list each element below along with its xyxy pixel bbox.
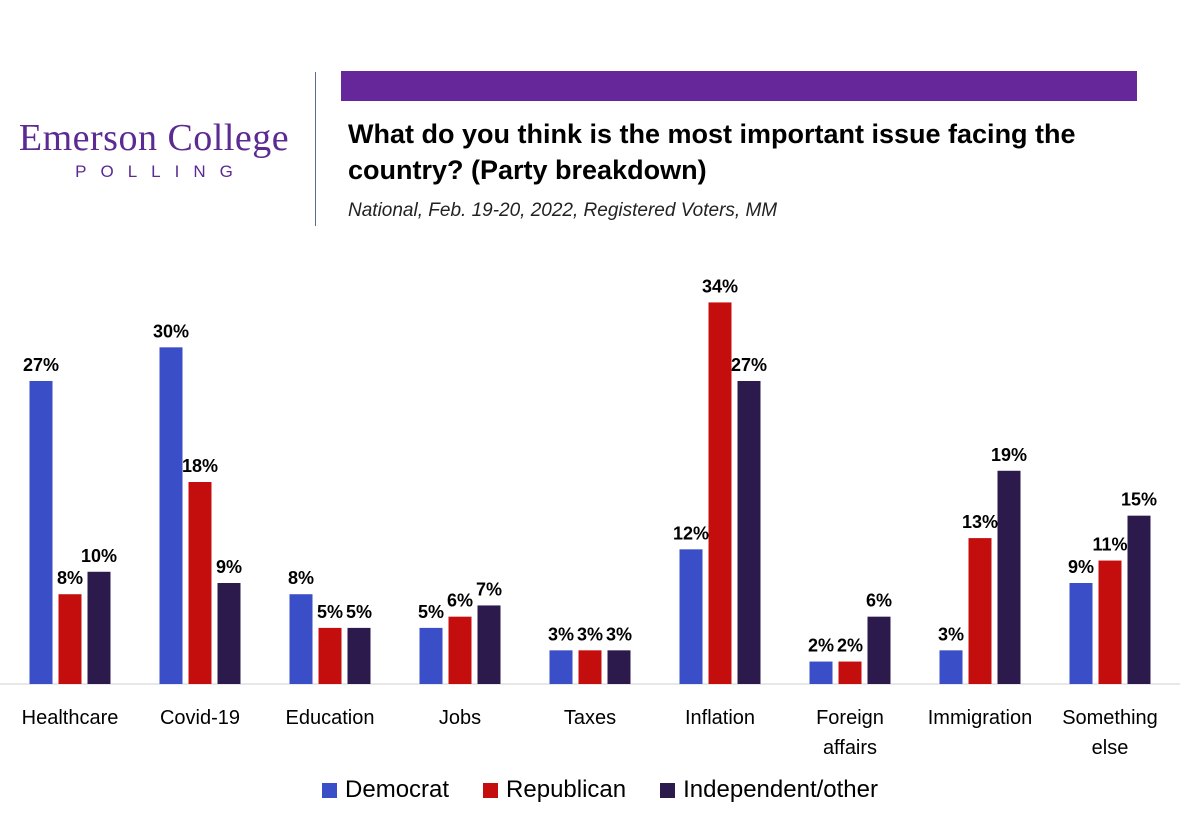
legend-item-republican: Republican	[483, 776, 626, 804]
bar-something-else-democrat	[1069, 583, 1093, 684]
bar-healthcare-democrat	[29, 381, 53, 684]
tick-label-taxes: Taxes	[564, 707, 616, 729]
bar-jobs-democrat	[419, 627, 443, 684]
data-label-immigration-democrat: 3%	[938, 624, 964, 644]
bar-education-independent-other	[347, 627, 371, 684]
bar-taxes-independent-other	[607, 650, 631, 684]
accent-bar	[341, 71, 1137, 101]
header-divider	[315, 72, 316, 226]
bar-inflation-independent-other	[737, 381, 761, 684]
chart-subtitle: National, Feb. 19-20, 2022, Registered V…	[348, 200, 778, 221]
data-label-covid-19-democrat: 30%	[153, 321, 189, 341]
bar-taxes-democrat	[549, 650, 573, 684]
bar-foreign-affairs-republican	[838, 661, 862, 684]
data-label-education-independent-other: 5%	[346, 602, 372, 622]
bar-taxes-republican	[578, 650, 602, 684]
chart-title: What do you think is the most important …	[348, 119, 1076, 185]
emerson-logo: Emerson College POLLING	[0, 118, 308, 182]
data-label-education-republican: 5%	[317, 602, 343, 622]
tick-label-healthcare: Healthcare	[22, 707, 119, 729]
data-label-inflation-independent-other: 27%	[731, 355, 767, 375]
data-label-taxes-republican: 3%	[577, 624, 603, 644]
tick-label-inflation: Inflation	[685, 707, 755, 729]
legend-label-democrat: Democrat	[345, 776, 450, 803]
bar-inflation-democrat	[679, 549, 703, 684]
data-label-jobs-independent-other: 7%	[476, 579, 502, 599]
legend-swatch-democrat	[322, 782, 338, 798]
tick-label-immigration: Immigration	[928, 707, 1032, 729]
logo-sub-text: POLLING	[75, 162, 247, 181]
data-label-covid-19-independent-other: 9%	[216, 557, 242, 577]
bar-foreign-affairs-democrat	[809, 661, 833, 684]
data-label-taxes-democrat: 3%	[548, 624, 574, 644]
bar-immigration-independent-other	[997, 470, 1021, 684]
data-label-inflation-republican: 34%	[702, 276, 738, 296]
legend-swatch-independent	[660, 782, 676, 798]
data-label-healthcare-democrat: 27%	[23, 355, 59, 375]
tick-label-something-else: Something else	[1062, 707, 1158, 759]
bar-jobs-independent-other	[477, 605, 501, 684]
legend-item-independent: Independent/other	[660, 776, 878, 804]
bar-immigration-republican	[968, 538, 992, 684]
data-label-education-democrat: 8%	[288, 568, 314, 588]
data-label-taxes-independent-other: 3%	[606, 624, 632, 644]
legend-label-independent: Independent/other	[683, 776, 878, 803]
chart-legend: Democrat Republican Independent/other	[0, 776, 1200, 804]
bar-inflation-republican	[708, 302, 732, 684]
bar-something-else-independent-other	[1127, 515, 1151, 684]
bar-immigration-democrat	[939, 650, 963, 684]
data-label-foreign-affairs-republican: 2%	[837, 636, 863, 656]
bar-education-republican	[318, 627, 342, 684]
data-label-healthcare-republican: 8%	[57, 568, 83, 588]
bar-healthcare-independent-other	[87, 571, 111, 684]
data-label-immigration-independent-other: 19%	[991, 445, 1027, 465]
data-label-immigration-republican: 13%	[962, 512, 998, 532]
bar-something-else-republican	[1098, 560, 1122, 684]
logo-main-text: Emerson College	[18, 117, 290, 159]
data-label-something-else-republican: 11%	[1092, 535, 1127, 555]
bar-covid-19-independent-other	[217, 583, 241, 684]
data-label-something-else-democrat: 9%	[1068, 557, 1094, 577]
data-label-covid-19-republican: 18%	[182, 456, 218, 476]
tick-label-foreign-affairs: Foreign affairs	[816, 707, 884, 759]
tick-label-covid-19: Covid-19	[160, 707, 240, 729]
data-label-inflation-democrat: 12%	[673, 523, 709, 543]
legend-swatch-republican	[483, 782, 499, 798]
bar-covid-19-democrat	[159, 347, 183, 684]
bar-foreign-affairs-independent-other	[867, 616, 891, 684]
data-label-healthcare-independent-other: 10%	[81, 546, 117, 566]
bar-healthcare-republican	[58, 594, 82, 684]
legend-item-democrat: Democrat	[322, 776, 449, 804]
bar-jobs-republican	[448, 616, 472, 684]
tick-label-jobs: Jobs	[439, 707, 481, 729]
data-label-jobs-democrat: 5%	[418, 602, 444, 622]
data-label-something-else-independent-other: 15%	[1121, 490, 1157, 510]
bar-covid-19-republican	[188, 482, 212, 684]
data-label-foreign-affairs-democrat: 2%	[808, 636, 834, 656]
legend-label-republican: Republican	[506, 776, 627, 803]
bar-education-democrat	[289, 594, 313, 684]
data-label-jobs-republican: 6%	[447, 591, 473, 611]
data-label-foreign-affairs-independent-other: 6%	[866, 591, 892, 611]
tick-label-education: Education	[286, 707, 375, 729]
